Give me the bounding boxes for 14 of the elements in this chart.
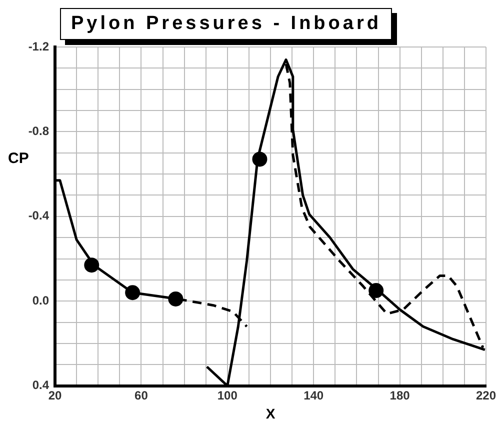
x-tick-label: 140 <box>304 388 324 402</box>
y-tick-label: -0.8 <box>28 124 50 138</box>
y-tick-label: -0.4 <box>28 208 50 223</box>
x-tick-label: 60 <box>134 388 148 402</box>
x-tick-label: 180 <box>390 388 410 402</box>
x-tick-label: 20 <box>48 388 62 402</box>
x-tick-label: 220 <box>476 388 496 402</box>
y-tick-label: 0.0 <box>32 293 50 308</box>
y-axis-title: CP <box>8 150 29 167</box>
x-tick-label: 100 <box>217 388 238 402</box>
y-tick-label: 0.4 <box>32 378 50 392</box>
x-axis-title: X <box>266 405 276 422</box>
y-tick-label: -1.2 <box>28 39 50 54</box>
chart-title: Pylon Pressures - Inboard <box>60 8 392 40</box>
